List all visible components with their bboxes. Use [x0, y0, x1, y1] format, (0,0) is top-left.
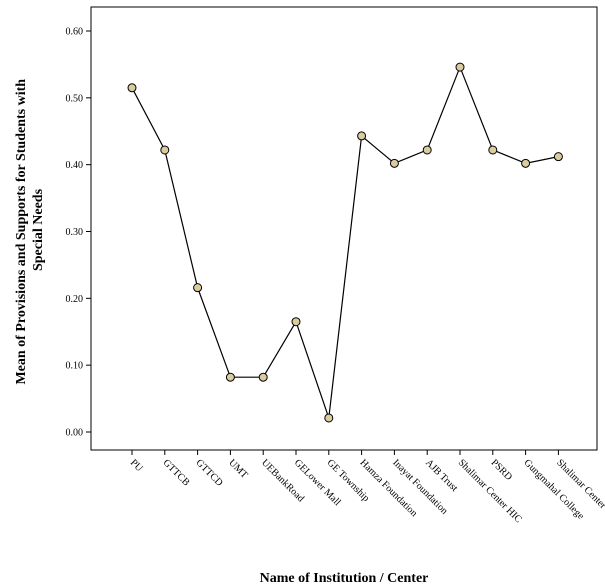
data-point [553, 152, 563, 162]
x-tick-label: Gungmahal College [521, 457, 586, 522]
data-point [225, 372, 235, 382]
x-tick-label: Shalimar Center HIC [456, 457, 524, 525]
data-point [160, 145, 170, 155]
y-axis-ticks: 0.00 0.10 0.20 0.30 0.40 0.50 0.60 [66, 27, 91, 439]
data-point [193, 283, 203, 293]
y-axis-title: Mean of Provisions and Supports for Stud… [14, 75, 46, 384]
y-axis-title-line-1: Mean of Provisions and Supports for Stud… [14, 79, 29, 385]
x-tick-label: GTTCD [193, 457, 224, 488]
data-point [521, 158, 531, 168]
data-point [357, 131, 367, 141]
y-tick-label: 0.20 [66, 294, 84, 305]
data-point [488, 145, 498, 155]
y-tick-label: 0.30 [66, 227, 84, 238]
data-point [291, 317, 301, 327]
x-tick-label: PSRD [489, 457, 514, 482]
series-layer [127, 62, 563, 423]
plot-frame [90, 6, 598, 451]
x-tick-label: GTTCB [161, 457, 192, 488]
series-line [131, 65, 559, 419]
y-axis-title-line-2: Special Needs [31, 188, 46, 271]
data-point [422, 145, 432, 155]
y-tick-label: 0.00 [66, 428, 84, 439]
x-tick-label: Hamza Foundation [357, 457, 419, 519]
data-point [324, 413, 334, 423]
y-tick-label: 0.50 [66, 93, 84, 104]
y-tick-label: 0.10 [66, 361, 84, 372]
data-point [127, 83, 137, 93]
y-tick-label: 0.40 [66, 160, 84, 171]
data-point [389, 158, 399, 168]
data-point [455, 62, 465, 72]
x-axis-title: Name of Institution / Center [260, 571, 429, 586]
x-tick-label: PU [128, 457, 145, 474]
x-tick-label: UMT [226, 457, 250, 481]
data-point [258, 372, 268, 382]
y-tick-label: 0.60 [66, 27, 84, 38]
